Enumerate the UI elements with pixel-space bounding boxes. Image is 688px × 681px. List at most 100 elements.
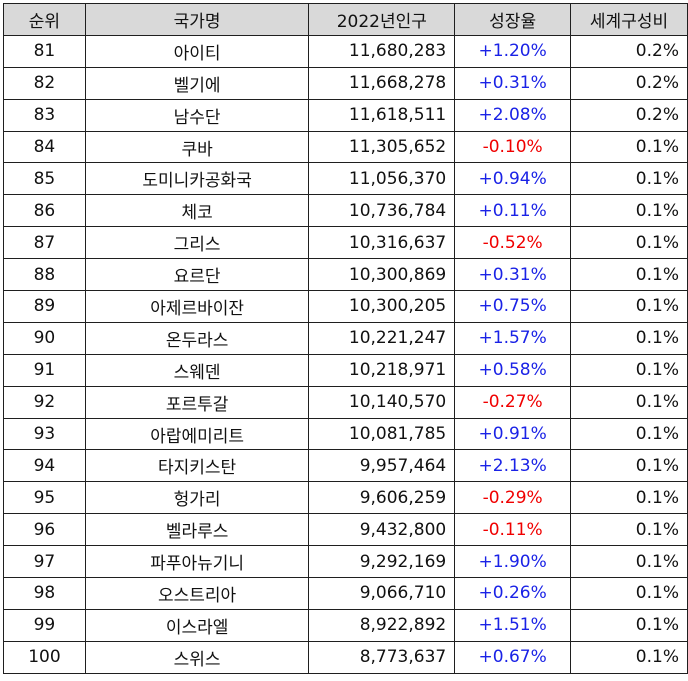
population-table-container: 순위 국가명 2022년인구 성장율 세계구성비 81 아이티 11,680,283…: [3, 3, 688, 674]
header-world-share: 세계구성비: [570, 3, 688, 36]
country-name-cell: 온두라스: [84, 321, 310, 355]
world-share-cell: 0.1%: [570, 130, 688, 164]
growth-rate-cell: -0.27%: [454, 385, 572, 419]
population-cell: 8,922,892: [308, 608, 456, 642]
table-row: 99 이스라엘 8,922,892 +1.51% 0.1%: [3, 608, 688, 642]
world-share-cell: 0.2%: [570, 66, 688, 100]
rank-cell: 89: [3, 290, 86, 323]
growth-rate-cell: -0.11%: [454, 513, 572, 547]
world-share-cell: 0.2%: [570, 34, 688, 68]
table-row: 91 스웨덴 10,218,971 +0.58% 0.1%: [3, 353, 688, 387]
rank-cell: 98: [3, 577, 86, 610]
growth-rate-cell: +0.94%: [454, 162, 572, 196]
population-cell: 10,081,785: [308, 417, 456, 451]
country-name-cell: 요르단: [84, 258, 310, 292]
country-name-cell: 벨기에: [84, 66, 310, 100]
table-row: 85 도미니카공화국 11,056,370 +0.94% 0.1%: [3, 162, 688, 196]
population-cell: 9,957,464: [308, 449, 456, 483]
rank-cell: 85: [3, 162, 86, 196]
rank-cell: 93: [3, 417, 86, 451]
country-name-cell: 아이티: [84, 34, 310, 68]
growth-rate-cell: +0.31%: [454, 258, 572, 292]
country-name-cell: 오스트리아: [84, 577, 310, 610]
header-country: 국가명: [84, 3, 310, 36]
growth-rate-cell: +0.11%: [454, 194, 572, 228]
country-name-cell: 타지키스탄: [84, 449, 310, 483]
population-cell: 11,305,652: [308, 130, 456, 164]
growth-rate-cell: +0.31%: [454, 66, 572, 100]
header-rank: 순위: [3, 3, 86, 36]
growth-rate-cell: +0.26%: [454, 577, 572, 610]
rank-cell: 95: [3, 481, 86, 515]
table-row: 93 아랍에미리트 10,081,785 +0.91% 0.1%: [3, 417, 688, 451]
country-name-cell: 벨라루스: [84, 513, 310, 547]
country-name-cell: 스위스: [84, 640, 310, 674]
population-cell: 10,316,637: [308, 226, 456, 260]
world-share-cell: 0.1%: [570, 513, 688, 547]
rank-cell: 82: [3, 66, 86, 100]
growth-rate-cell: -0.29%: [454, 481, 572, 515]
country-name-cell: 체코: [84, 194, 310, 228]
table-row: 94 타지키스탄 9,957,464 +2.13% 0.1%: [3, 449, 688, 483]
rank-cell: 100: [3, 640, 86, 674]
table-row: 86 체코 10,736,784 +0.11% 0.1%: [3, 194, 688, 228]
rank-cell: 96: [3, 513, 86, 547]
growth-rate-cell: +1.90%: [454, 545, 572, 579]
world-share-cell: 0.1%: [570, 194, 688, 228]
world-share-cell: 0.2%: [570, 98, 688, 132]
population-cell: 11,680,283: [308, 34, 456, 68]
country-name-cell: 쿠바: [84, 130, 310, 164]
growth-rate-cell: +0.58%: [454, 353, 572, 387]
world-share-cell: 0.1%: [570, 608, 688, 642]
header-row: 순위 국가명 2022년인구 성장율 세계구성비: [3, 3, 688, 36]
table-row: 88 요르단 10,300,869 +0.31% 0.1%: [3, 258, 688, 292]
country-name-cell: 도미니카공화국: [84, 162, 310, 196]
population-cell: 9,292,169: [308, 545, 456, 579]
rank-cell: 86: [3, 194, 86, 228]
world-share-cell: 0.1%: [570, 385, 688, 419]
table-row: 95 헝가리 9,606,259 -0.29% 0.1%: [3, 481, 688, 515]
table-row: 98 오스트리아 9,066,710 +0.26% 0.1%: [3, 577, 688, 610]
population-cell: 11,056,370: [308, 162, 456, 196]
population-cell: 8,773,637: [308, 640, 456, 674]
growth-rate-cell: +0.75%: [454, 290, 572, 323]
population-table: 순위 국가명 2022년인구 성장율 세계구성비 81 아이티 11,680,283…: [3, 3, 688, 674]
growth-rate-cell: +1.51%: [454, 608, 572, 642]
table-row: 96 벨라루스 9,432,800 -0.11% 0.1%: [3, 513, 688, 547]
rank-cell: 99: [3, 608, 86, 642]
table-row: 83 남수단 11,618,511 +2.08% 0.2%: [3, 98, 688, 132]
population-cell: 9,432,800: [308, 513, 456, 547]
world-share-cell: 0.1%: [570, 577, 688, 610]
country-name-cell: 아제르바이잔: [84, 290, 310, 323]
table-row: 82 벨기에 11,668,278 +0.31% 0.2%: [3, 66, 688, 100]
rank-cell: 84: [3, 130, 86, 164]
header-population: 2022년인구: [308, 3, 456, 36]
country-name-cell: 아랍에미리트: [84, 417, 310, 451]
table-row: 90 온두라스 10,221,247 +1.57% 0.1%: [3, 321, 688, 355]
population-cell: 9,066,710: [308, 577, 456, 610]
growth-rate-cell: +0.91%: [454, 417, 572, 451]
growth-rate-cell: +2.08%: [454, 98, 572, 132]
rank-cell: 87: [3, 226, 86, 260]
country-name-cell: 포르투갈: [84, 385, 310, 419]
country-name-cell: 이스라엘: [84, 608, 310, 642]
growth-rate-cell: +1.57%: [454, 321, 572, 355]
world-share-cell: 0.1%: [570, 449, 688, 483]
world-share-cell: 0.1%: [570, 258, 688, 292]
growth-rate-cell: +1.20%: [454, 34, 572, 68]
world-share-cell: 0.1%: [570, 640, 688, 674]
table-row: 92 포르투갈 10,140,570 -0.27% 0.1%: [3, 385, 688, 419]
rank-cell: 91: [3, 353, 86, 387]
world-share-cell: 0.1%: [570, 545, 688, 579]
rank-cell: 97: [3, 545, 86, 579]
population-cell: 10,736,784: [308, 194, 456, 228]
world-share-cell: 0.1%: [570, 226, 688, 260]
population-cell: 11,668,278: [308, 66, 456, 100]
country-name-cell: 스웨덴: [84, 353, 310, 387]
rank-cell: 88: [3, 258, 86, 292]
country-name-cell: 헝가리: [84, 481, 310, 515]
growth-rate-cell: -0.52%: [454, 226, 572, 260]
world-share-cell: 0.1%: [570, 290, 688, 323]
population-cell: 10,140,570: [308, 385, 456, 419]
table-row: 81 아이티 11,680,283 +1.20% 0.2%: [3, 34, 688, 68]
